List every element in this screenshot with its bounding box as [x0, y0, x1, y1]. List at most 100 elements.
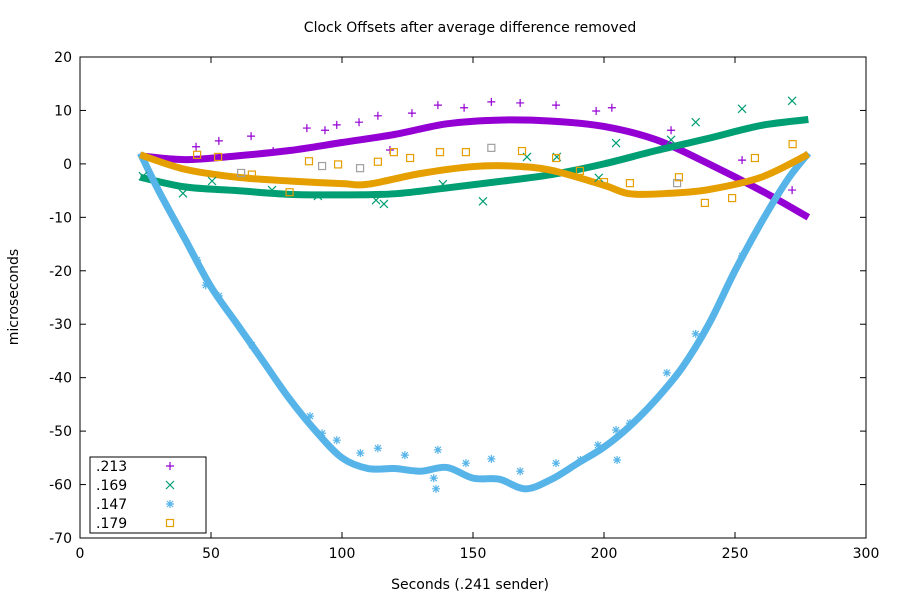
data-point-147	[552, 459, 561, 468]
data-point-169	[138, 171, 148, 181]
data-points	[138, 96, 797, 493]
data-point	[237, 168, 246, 178]
data-point-213	[592, 106, 601, 115]
data-point-147	[516, 467, 525, 476]
data-point-213	[302, 124, 311, 133]
data-point-213	[607, 103, 616, 112]
y-tick-label: -10	[49, 210, 72, 226]
data-point-179	[373, 157, 382, 166]
data-point-213	[320, 126, 329, 135]
y-tick-label: -70	[49, 531, 72, 547]
data-point	[487, 143, 496, 152]
data-point-147	[662, 368, 671, 377]
data-point-147	[332, 436, 341, 445]
data-point-147	[691, 329, 700, 338]
legend-label: .179	[96, 516, 127, 532]
legend-marker-147	[166, 500, 174, 508]
data-point-169	[666, 135, 676, 145]
x-tick-label: 200	[591, 546, 618, 562]
smooth-curves	[137, 116, 812, 493]
axis-ticks: 0 50 100 150 200 250 300 -70 -60 -50 -40 -30 -20 -10 0…	[49, 50, 879, 562]
data-point-169	[478, 196, 488, 206]
data-point-147	[373, 444, 382, 453]
x-tick-label: 250	[722, 546, 749, 562]
y-axis-label: microseconds	[6, 249, 22, 345]
data-point-213	[738, 156, 747, 165]
x-tick-label: 100	[329, 546, 356, 562]
smooth-curve-169	[139, 116, 809, 199]
data-point-147	[613, 455, 622, 464]
data-point-179	[461, 148, 471, 157]
data-point-147	[461, 459, 470, 468]
data-point-147	[201, 281, 210, 290]
data-point-147	[429, 474, 438, 483]
y-tick-label: 10	[54, 103, 72, 119]
data-point-147	[738, 251, 747, 260]
data-point-169	[379, 199, 389, 209]
data-point-147	[214, 291, 223, 300]
data-point-147	[306, 412, 315, 421]
smooth-curve-179	[139, 151, 810, 198]
data-point-213	[355, 118, 364, 127]
data-point-179	[551, 153, 561, 163]
data-point-169	[691, 117, 701, 127]
data-point-213	[552, 101, 561, 110]
data-point-213	[373, 111, 382, 120]
y-tick-label: -30	[49, 317, 72, 333]
data-point-213	[667, 126, 676, 135]
legend-marker-179	[165, 518, 175, 528]
y-tick-label: -20	[49, 264, 72, 280]
plot-frame	[79, 56, 867, 539]
data-point-213	[460, 103, 469, 112]
data-point-179	[193, 150, 202, 159]
legend-marker-169	[165, 480, 175, 490]
data-point-179	[213, 152, 223, 162]
data-point-147	[612, 426, 621, 435]
data-point-179	[674, 173, 684, 182]
data-point-179	[625, 179, 635, 188]
data-point-179	[599, 177, 609, 187]
data-point-147	[193, 256, 202, 265]
data-point-147	[593, 441, 602, 450]
data-point-169	[594, 173, 604, 183]
x-axis-label: Seconds (.241 sender)	[391, 577, 549, 593]
data-point-179	[575, 166, 584, 175]
data-point-179	[435, 148, 445, 157]
data-point-169	[207, 176, 217, 186]
chart-title: Clock Offsets after average difference r…	[304, 20, 636, 36]
data-point-147	[576, 455, 585, 464]
smooth-curve-147	[137, 151, 812, 493]
legend-label: .213	[96, 459, 127, 475]
data-point	[355, 164, 365, 173]
y-tick-label: 0	[63, 157, 72, 173]
data-point-179	[389, 148, 398, 157]
data-point-169	[611, 138, 621, 148]
data-point-169	[787, 96, 797, 106]
x-tick-label: 300	[853, 546, 880, 562]
data-point-147	[400, 451, 409, 460]
data-point-213	[269, 147, 278, 156]
data-point-179	[700, 198, 709, 208]
y-tick-label: -50	[49, 424, 72, 440]
data-point-147	[432, 484, 441, 493]
smooth-curve-213	[139, 116, 811, 221]
data-point-169	[313, 191, 323, 201]
legend-label: .147	[96, 497, 127, 513]
data-point-179	[788, 140, 797, 149]
data-point-147	[433, 445, 442, 454]
data-point-147	[356, 449, 365, 458]
data-point-169	[737, 104, 747, 114]
data-point-213	[214, 136, 223, 145]
legend-label: .169	[96, 478, 127, 494]
data-point	[672, 179, 682, 188]
legend-box	[89, 456, 207, 534]
data-point-147	[318, 429, 327, 438]
data-point-179	[285, 188, 294, 197]
data-point-213	[407, 109, 416, 118]
x-tick-label: 0	[76, 546, 85, 562]
data-point-213	[332, 120, 341, 129]
x-tick-label: 150	[460, 546, 487, 562]
data-point-179	[750, 153, 760, 163]
data-point-169	[267, 185, 277, 195]
y-tick-label: -40	[49, 371, 72, 387]
